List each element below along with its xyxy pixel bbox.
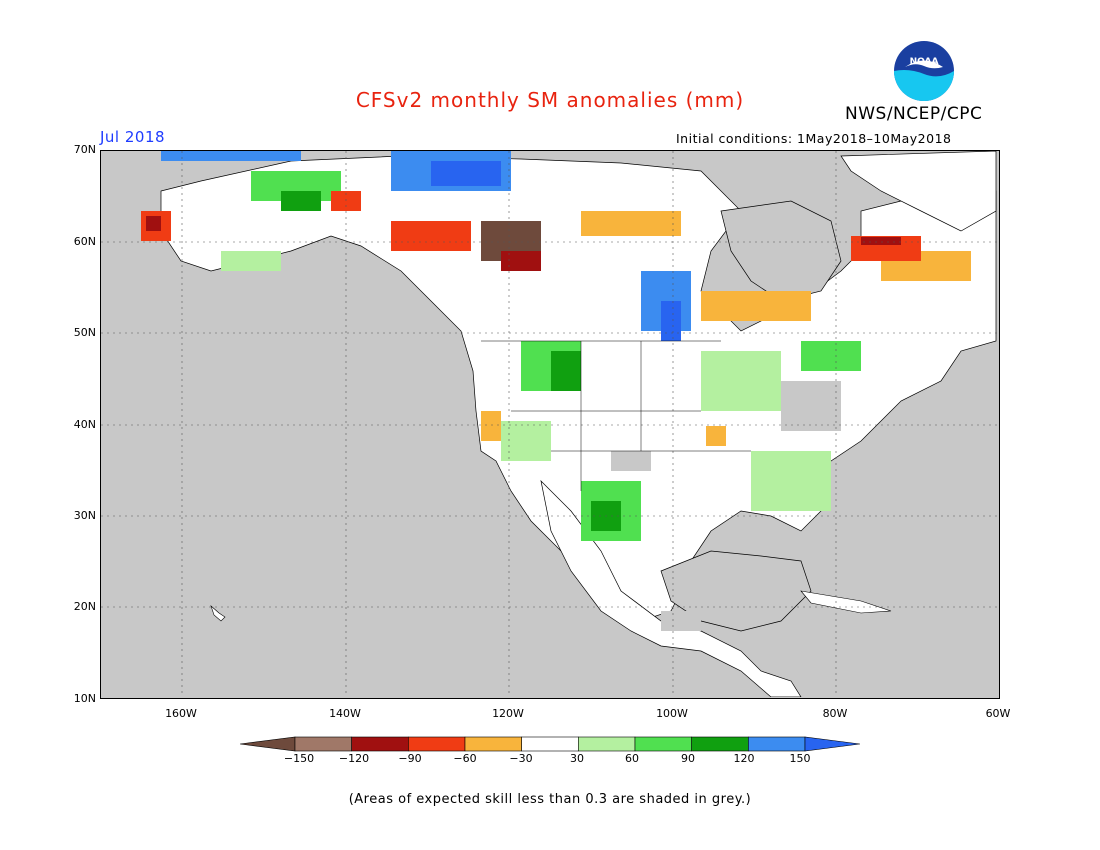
lon-label: 120W <box>492 707 524 720</box>
lat-label: 10N <box>73 692 96 705</box>
colorbar-swatch <box>351 736 409 752</box>
lon-label: 80W <box>822 707 848 720</box>
colorbar <box>240 736 860 752</box>
colorbar-cells <box>240 736 860 752</box>
initial-conditions: Initial conditions: 1May2018–10May2018 <box>676 131 952 146</box>
colorbar-label: −90 <box>398 752 422 765</box>
lon-label: 60W <box>985 707 1011 720</box>
colorbar-label: −30 <box>509 752 533 765</box>
lon-label: 140W <box>329 707 361 720</box>
forecast-month: Jul 2018 <box>100 128 166 146</box>
colorbar-swatch <box>521 736 579 752</box>
colorbar-label: −120 <box>338 752 370 765</box>
agency-label: NWS/NCEP/CPC <box>845 104 983 124</box>
colorbar-swatch <box>634 736 692 752</box>
lat-label: 20N <box>73 600 96 613</box>
colorbar-swatch <box>578 736 636 752</box>
colorbar-swatch <box>748 736 806 752</box>
colorbar-label: 30 <box>570 752 584 765</box>
lat-label: 40N <box>73 418 96 431</box>
lon-label: 100W <box>656 707 688 720</box>
noaa-logo: NOAA <box>894 41 954 101</box>
state-borders <box>481 340 751 491</box>
graticule <box>101 151 998 697</box>
colorbar-swatch <box>464 736 522 752</box>
colorbar-label: −60 <box>453 752 477 765</box>
land-layer <box>160 151 997 698</box>
anomaly-map <box>101 151 998 698</box>
map-panel <box>100 150 1000 699</box>
noaa-logo-text: NOAA <box>910 57 939 67</box>
colorbar-label: −150 <box>283 752 315 765</box>
lat-label: 50N <box>73 326 96 339</box>
lat-label: 30N <box>73 509 96 522</box>
colorbar-label: 120 <box>733 752 755 765</box>
colorbar-label: 150 <box>789 752 811 765</box>
colorbar-swatch <box>294 736 352 752</box>
lat-label: 70N <box>73 143 96 156</box>
colorbar-swatch <box>691 736 749 752</box>
map-title: CFSv2 monthly SM anomalies (mm) <box>355 88 745 112</box>
lat-label: 60N <box>73 235 96 248</box>
colorbar-label: 90 <box>681 752 695 765</box>
colorbar-swatch <box>240 736 296 752</box>
colorbar-swatch <box>408 736 466 752</box>
lon-label: 160W <box>165 707 197 720</box>
colorbar-swatch <box>804 736 860 752</box>
skill-footnote: (Areas of expected skill less than 0.3 a… <box>348 792 752 807</box>
colorbar-label: 60 <box>625 752 639 765</box>
anomaly-cells <box>141 151 971 631</box>
